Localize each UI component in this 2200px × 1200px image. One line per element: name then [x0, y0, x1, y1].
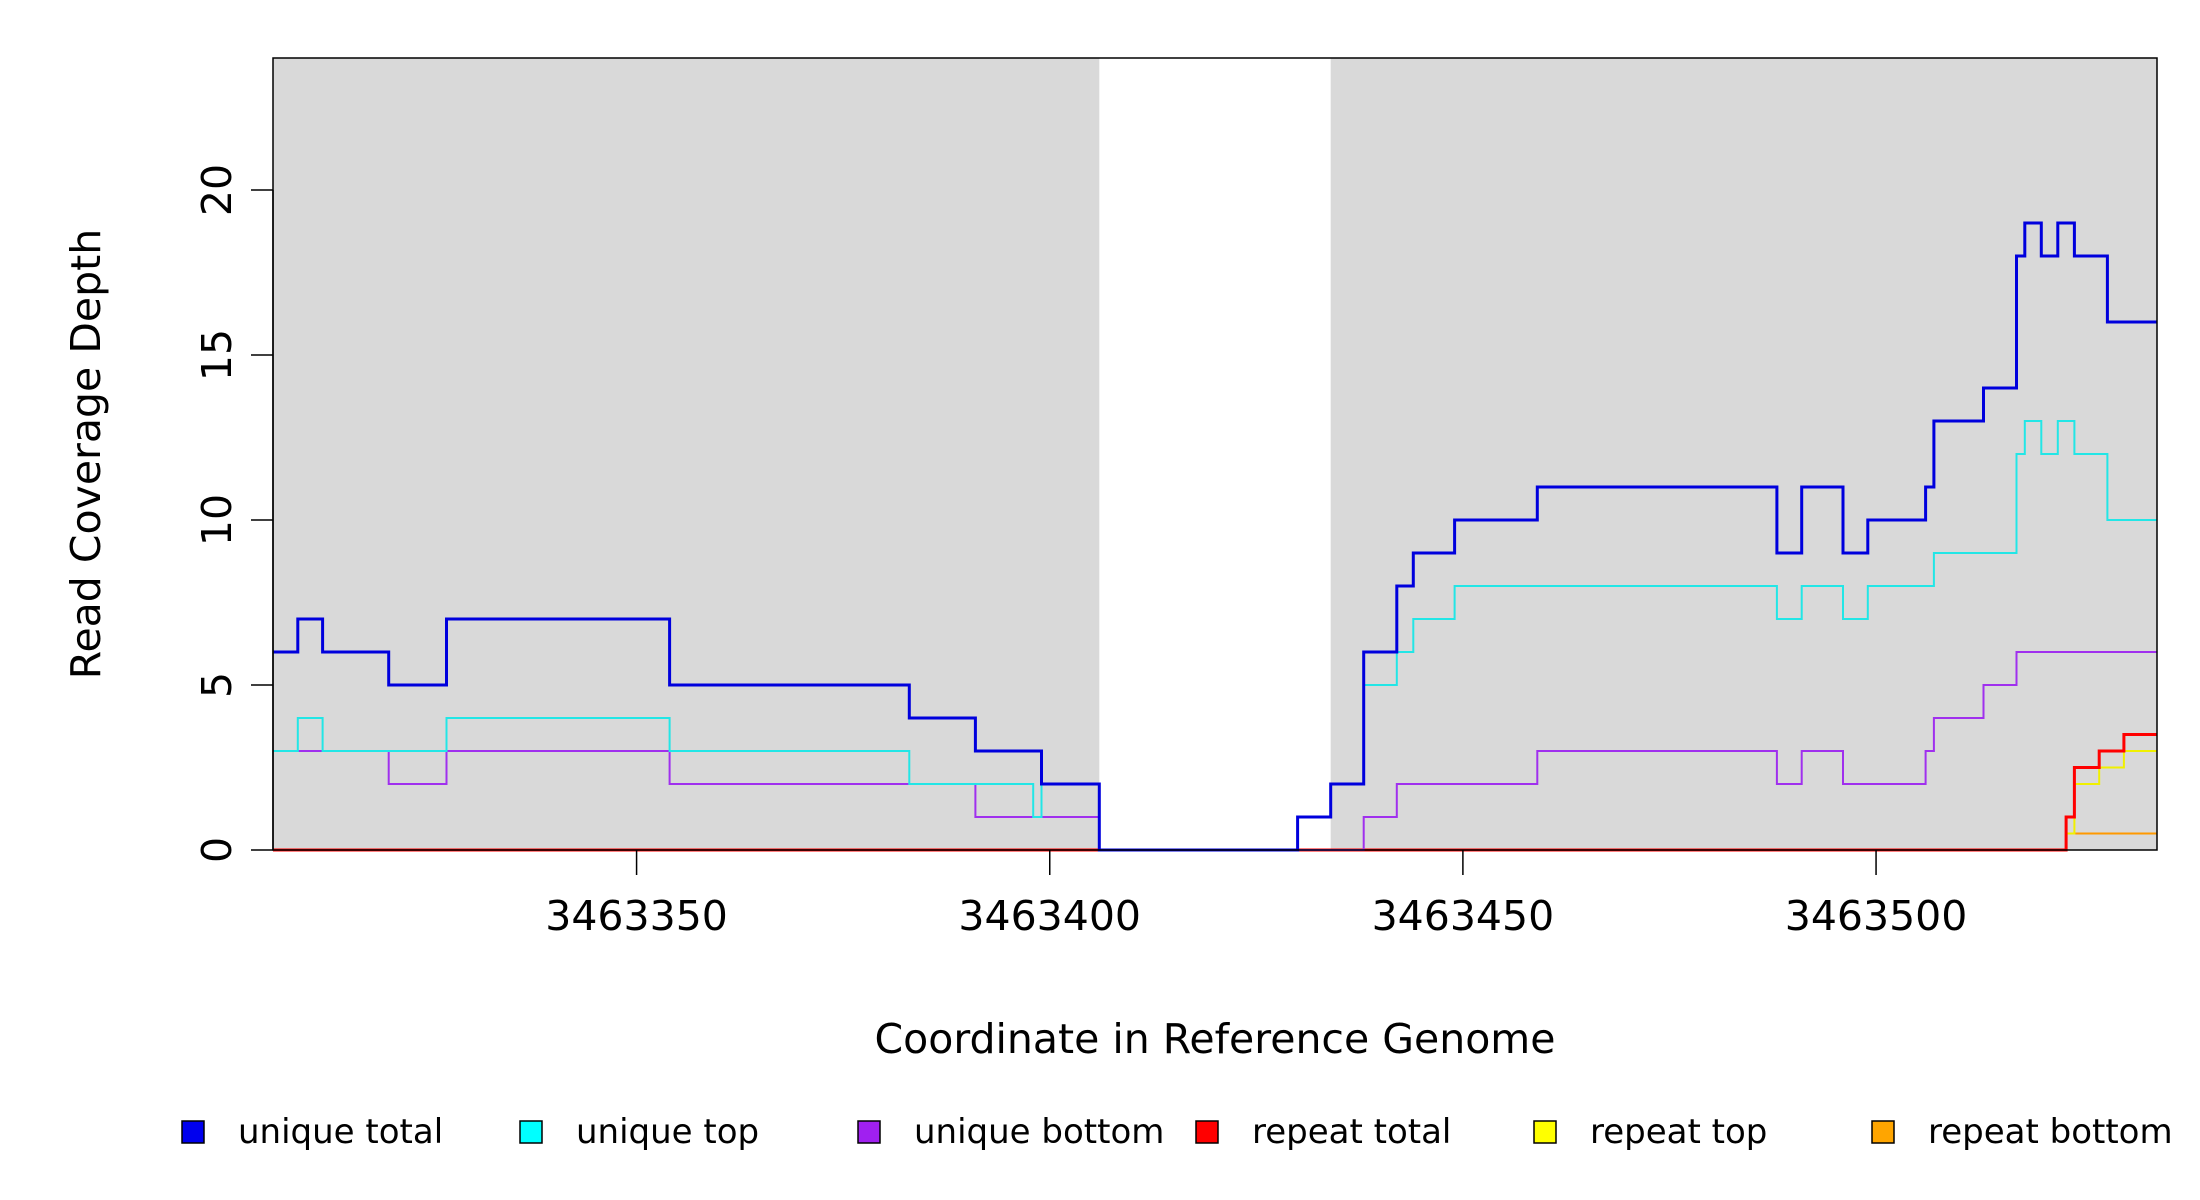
- legend-swatch-repeat-bottom: [1871, 1120, 1895, 1144]
- y-tick-label: 20: [193, 164, 241, 216]
- legend-label-repeat-total: repeat total: [1252, 1112, 1451, 1152]
- series-line-unique-total: [273, 221, 2157, 852]
- series-line-unique-bottom: [273, 651, 2157, 851]
- shaded-regions: [273, 58, 2157, 850]
- legend-swatch-unique-bottom: [857, 1120, 881, 1144]
- legend-swatch-repeat-total: [1195, 1120, 1219, 1144]
- legend-swatch-unique-top: [519, 1120, 543, 1144]
- y-tick-label: 10: [193, 494, 241, 546]
- series-line-repeat-total: [273, 733, 2157, 852]
- y-tick-label: 0: [193, 837, 241, 863]
- y-axis-title: Read Coverage Depth: [62, 229, 110, 679]
- legend-label-unique-total: unique total: [238, 1112, 443, 1152]
- x-axis: 3463350 3463400 3463450 3463500: [545, 850, 1967, 940]
- legend-label-repeat-top: repeat top: [1590, 1112, 1767, 1152]
- x-tick-label: 3463450: [1372, 892, 1555, 940]
- legend-label-unique-top: unique top: [576, 1112, 759, 1152]
- y-axis: 0 5 10 15 20: [193, 164, 274, 863]
- legend-swatch-unique-total: [181, 1120, 205, 1144]
- legend-label-repeat-bottom: repeat bottom: [1928, 1112, 2173, 1152]
- legend-label-unique-bottom: unique bottom: [914, 1112, 1164, 1152]
- y-tick-label: 5: [193, 672, 241, 698]
- legend: unique total unique top unique bottom repea…: [181, 1112, 2173, 1152]
- legend-swatch-repeat-top: [1533, 1120, 1557, 1144]
- x-tick-label: 3463350: [545, 892, 728, 940]
- x-tick-label: 3463500: [1785, 892, 1968, 940]
- y-tick-label: 15: [193, 329, 241, 381]
- x-axis-title: Coordinate in Reference Genome: [875, 1015, 1556, 1063]
- shaded-region-2: [1330, 58, 2157, 850]
- x-tick-label: 3463400: [958, 892, 1141, 940]
- series-line-unique-top: [273, 420, 2157, 851]
